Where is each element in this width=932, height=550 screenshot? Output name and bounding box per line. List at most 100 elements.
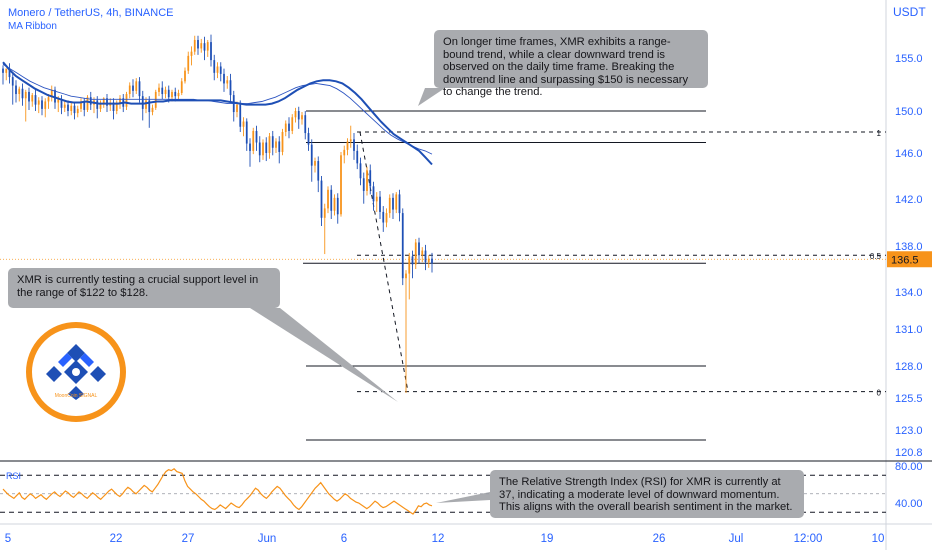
candle-body: [83, 101, 86, 110]
candle-body: [128, 85, 131, 95]
symbol-title[interactable]: Monero / TetherUS, 4h, BINANCE: [8, 7, 174, 19]
time-tick-label: 6: [341, 533, 347, 545]
candle-body: [431, 258, 433, 264]
candle-body: [323, 208, 326, 218]
candle-body: [80, 101, 82, 109]
brand-badge: MoonCoin SIGNAL: [26, 322, 126, 422]
candle-body: [297, 111, 300, 120]
candle-body: [21, 88, 24, 99]
candle-body: [54, 89, 56, 103]
candle-body: [18, 88, 21, 95]
candle-body: [271, 136, 274, 148]
candle-body: [411, 256, 414, 265]
candle-body: [184, 70, 186, 82]
candle-body: [245, 121, 248, 144]
candle-body: [388, 197, 391, 214]
candle-body: [421, 250, 424, 256]
candle-body: [141, 96, 144, 109]
candle-body: [226, 80, 229, 84]
time-tick-label: 12: [432, 533, 445, 545]
candle-body: [174, 91, 177, 97]
candle-body: [187, 55, 190, 71]
candle-body: [115, 102, 118, 111]
note-range-bound[interactable]: On longer time frames, XMR exhibits a ra…: [434, 30, 708, 98]
price-tick-label: 138.0: [895, 241, 923, 253]
candle-body: [177, 92, 180, 97]
time-tick-label: 10: [872, 533, 885, 545]
candle-body: [310, 144, 313, 166]
candle-body: [219, 66, 222, 74]
current-price-box: [887, 251, 932, 268]
candle-body: [28, 91, 30, 102]
candle-body: [171, 91, 173, 98]
candle-body: [125, 94, 128, 107]
candle-body: [314, 161, 316, 166]
candle-body: [60, 99, 63, 108]
brand-logo-icon: [46, 344, 106, 400]
candle-body: [63, 104, 66, 108]
candle-body: [11, 77, 14, 86]
candle-body: [5, 68, 8, 73]
price-tick-label: 142.0: [895, 194, 923, 206]
candle-body: [47, 97, 50, 102]
candle-body: [2, 68, 4, 73]
candle-body: [41, 100, 43, 109]
candle-body: [336, 197, 339, 215]
candle-body: [242, 121, 245, 127]
candle-body: [161, 87, 164, 95]
candle-body: [330, 189, 333, 211]
candle-body: [102, 98, 105, 104]
candle-body: [210, 42, 212, 61]
candle-body: [327, 189, 329, 209]
candle-body: [382, 211, 385, 223]
candle-body: [359, 163, 362, 179]
candle-body: [288, 123, 290, 131]
candle-body: [372, 186, 375, 202]
candle-body: [284, 123, 287, 132]
candle-body: [281, 132, 284, 152]
candle-body: [44, 101, 47, 109]
candle-body: [317, 161, 320, 181]
candle-body: [343, 149, 346, 156]
candle-body: [268, 136, 271, 153]
candle-body: [8, 68, 11, 78]
candle-body: [190, 51, 193, 56]
candle-body: [89, 97, 92, 105]
candle-body: [76, 108, 79, 114]
price-tick-label: 155.0: [895, 53, 923, 65]
candle-body: [236, 104, 238, 113]
price-tick-label: 128.0: [895, 361, 923, 373]
rsi-label: RSI: [6, 471, 22, 481]
indicator-label[interactable]: MA Ribbon: [8, 21, 57, 32]
candle-body: [408, 256, 411, 274]
candle-body: [340, 155, 342, 215]
note-rsi[interactable]: The Relative Strength Index (RSI) for XM…: [490, 470, 804, 518]
candle-body: [96, 100, 99, 109]
candle-body: [301, 115, 303, 120]
ma-fast-line: [2, 61, 433, 166]
price-tick-label: 120.8: [895, 447, 923, 459]
candle-body: [239, 104, 242, 127]
price-axis-unit[interactable]: USDT: [893, 5, 926, 19]
time-tick-label: 19: [541, 533, 554, 545]
time-tick-label: Jul: [729, 533, 744, 545]
note-support-level[interactable]: XMR is currently testing a crucial suppo…: [8, 268, 280, 308]
price-tick-label: 150.0: [895, 106, 923, 118]
candle-body: [275, 141, 277, 148]
candle-body: [158, 87, 160, 92]
fib-label-0: 1: [877, 129, 882, 138]
candle-body: [385, 213, 388, 223]
candle-body: [366, 170, 368, 191]
candle-body: [320, 180, 323, 218]
candle-body: [135, 81, 138, 91]
price-tick-label: 123.0: [895, 425, 923, 437]
candle-body: [34, 95, 37, 105]
candle-body: [375, 196, 378, 202]
brand-logo-text: MoonCoin SIGNAL: [54, 393, 98, 399]
candle-body: [265, 142, 268, 153]
candle-body: [67, 104, 69, 111]
candle-body: [262, 142, 264, 156]
ma-slow-line: [2, 64, 433, 155]
candle-body: [99, 103, 102, 109]
